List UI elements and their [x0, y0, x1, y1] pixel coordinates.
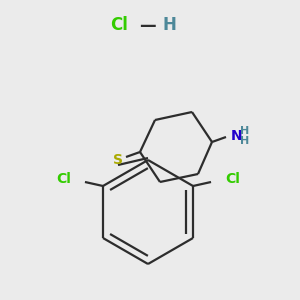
Text: —: — [139, 17, 155, 35]
Text: H: H [240, 136, 249, 146]
Text: Cl: Cl [56, 172, 71, 186]
Text: H: H [240, 126, 249, 136]
Text: Cl: Cl [110, 16, 128, 34]
Text: H: H [162, 16, 176, 34]
Text: N: N [231, 129, 243, 143]
Text: Cl: Cl [225, 172, 240, 186]
Text: S: S [113, 153, 123, 167]
